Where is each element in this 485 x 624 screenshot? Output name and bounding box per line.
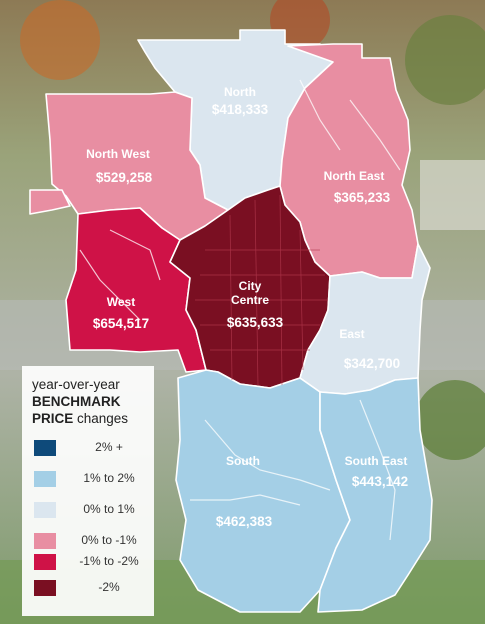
- legend-item: -2%: [34, 578, 152, 600]
- legend-title-line1: year-over-year: [32, 377, 120, 392]
- region-label-south: South: [226, 454, 260, 468]
- region-north-west-spur[interactable]: [29, 189, 71, 215]
- legend-swatch: [34, 580, 56, 596]
- legend-label: 0% to -1%: [81, 533, 137, 547]
- legend-title-line2: BENCHMARK: [32, 394, 121, 409]
- legend-title: year-over-year BENCHMARK PRICE changes: [32, 376, 150, 427]
- region-price-east: $342,700: [344, 356, 400, 371]
- legend-item: 1% to 2%: [34, 469, 152, 491]
- region-price-north: $418,333: [212, 102, 269, 117]
- region-price-city-centre: $635,633: [227, 315, 284, 330]
- region-price-north-east: $365,233: [334, 190, 391, 205]
- region-label-west: West: [107, 295, 135, 309]
- region-south-east[interactable]: [317, 377, 433, 613]
- legend-swatch: [34, 471, 56, 487]
- legend-title-line3-rest: changes: [73, 411, 129, 426]
- legend-item: -1% to -2%: [34, 552, 152, 574]
- region-price-north-west: $529,258: [96, 170, 153, 185]
- legend-swatch: [34, 502, 56, 518]
- legend-label: -1% to -2%: [79, 554, 139, 568]
- legend-swatch: [34, 533, 56, 549]
- legend-label: 2% +: [95, 440, 123, 454]
- region-label-city-centre-2: Centre: [231, 293, 269, 307]
- legend-item: 0% to 1%: [34, 500, 152, 522]
- legend-item: 0% to -1%: [34, 531, 152, 553]
- region-label-north-east: North East: [324, 169, 385, 183]
- region-price-south-east: $443,142: [352, 474, 408, 489]
- legend-label: 0% to 1%: [83, 502, 135, 516]
- legend-panel: year-over-year BENCHMARK PRICE changes 2…: [22, 366, 154, 616]
- legend-label: -2%: [98, 580, 120, 594]
- region-label-north: North: [224, 85, 256, 99]
- region-label-city-centre-1: City: [239, 279, 262, 293]
- region-label-north-west: North West: [86, 147, 150, 161]
- region-label-east: East: [339, 327, 364, 341]
- legend-title-line3-bold: PRICE: [32, 411, 74, 426]
- legend-swatch: [34, 554, 56, 570]
- legend-label: 1% to 2%: [83, 471, 135, 485]
- region-label-south-east: South East: [345, 454, 408, 468]
- legend-swatch: [34, 440, 56, 456]
- region-price-south: $462,383: [216, 514, 273, 529]
- region-price-west: $654,517: [93, 316, 149, 331]
- legend-item: 2% +: [34, 438, 152, 460]
